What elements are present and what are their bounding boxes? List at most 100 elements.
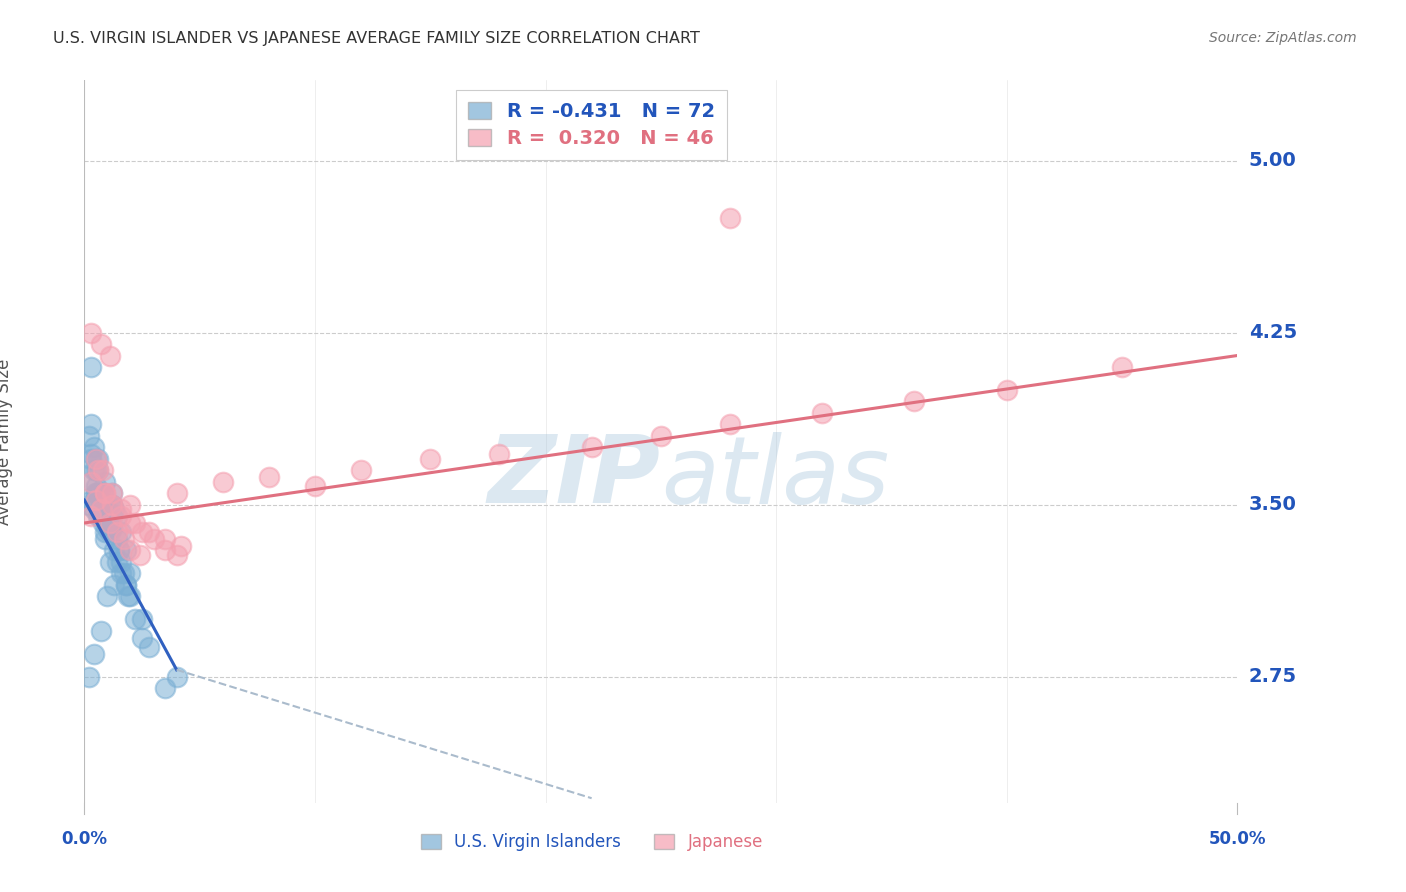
Text: Source: ZipAtlas.com: Source: ZipAtlas.com: [1209, 31, 1357, 45]
Point: [89, 337, 111, 351]
Point: [84, 463, 107, 477]
Point: [80, 451, 103, 466]
Point: [124, 516, 146, 530]
Point: [166, 670, 188, 684]
Point: [89, 493, 111, 508]
Point: [91, 516, 114, 530]
Point: [120, 543, 142, 558]
Point: [80, 475, 103, 489]
Point: [98, 516, 121, 530]
Point: [83, 502, 105, 516]
Point: [166, 486, 188, 500]
Text: 4.25: 4.25: [1249, 323, 1298, 343]
Text: atlas: atlas: [661, 432, 889, 523]
Point: [115, 543, 138, 558]
Point: [94, 509, 117, 524]
Point: [101, 486, 124, 500]
Point: [91, 486, 114, 500]
Point: [98, 555, 121, 569]
Point: [120, 590, 142, 604]
Point: [103, 543, 125, 558]
Point: [811, 406, 834, 420]
Point: [115, 578, 138, 592]
Point: [77, 670, 100, 684]
Point: [84, 486, 107, 500]
Point: [138, 525, 160, 540]
Point: [91, 463, 114, 477]
Point: [98, 520, 121, 534]
Point: [91, 486, 114, 500]
Point: [80, 417, 103, 432]
Point: [84, 451, 107, 466]
Point: [108, 543, 131, 558]
Point: [94, 475, 117, 489]
Point: [257, 470, 280, 484]
Point: [120, 566, 142, 581]
Point: [94, 525, 117, 540]
Point: [80, 509, 103, 524]
Point: [80, 447, 103, 461]
Point: [170, 539, 193, 553]
Point: [995, 383, 1018, 397]
Point: [83, 647, 105, 661]
Point: [650, 429, 672, 443]
Point: [94, 486, 117, 500]
Point: [96, 520, 118, 534]
Point: [84, 479, 107, 493]
Text: 2.75: 2.75: [1249, 667, 1296, 686]
Point: [110, 509, 132, 524]
Point: [89, 486, 111, 500]
Point: [101, 486, 124, 500]
Point: [101, 520, 124, 534]
Point: [87, 451, 110, 466]
Text: 3.50: 3.50: [1249, 495, 1296, 514]
Point: [153, 532, 176, 546]
Point: [120, 516, 142, 530]
Point: [581, 440, 603, 454]
Point: [131, 525, 153, 540]
Point: [87, 463, 110, 477]
Point: [83, 440, 105, 454]
Point: [115, 578, 138, 592]
Point: [105, 525, 128, 540]
Point: [105, 532, 128, 546]
Point: [120, 498, 142, 512]
Point: [128, 548, 150, 562]
Point: [488, 447, 510, 461]
Point: [80, 326, 103, 340]
Point: [87, 509, 110, 524]
Point: [105, 509, 128, 524]
Point: [80, 493, 103, 508]
Point: [903, 394, 925, 409]
Point: [110, 566, 132, 581]
Point: [112, 532, 135, 546]
Point: [94, 509, 117, 524]
Point: [94, 532, 117, 546]
Point: [1111, 359, 1133, 374]
Point: [98, 349, 121, 363]
Point: [89, 498, 111, 512]
Point: [718, 211, 741, 225]
Point: [84, 451, 107, 466]
Point: [84, 493, 107, 508]
Point: [77, 498, 100, 512]
Point: [89, 509, 111, 524]
Point: [89, 624, 111, 638]
Point: [105, 555, 128, 569]
Point: [87, 486, 110, 500]
Point: [96, 590, 118, 604]
Point: [419, 451, 441, 466]
Text: 0.0%: 0.0%: [62, 830, 107, 848]
Point: [153, 543, 176, 558]
Text: Average Family Size: Average Family Size: [0, 359, 13, 524]
Point: [80, 359, 103, 374]
Point: [84, 486, 107, 500]
Point: [101, 498, 124, 512]
Point: [110, 555, 132, 569]
Point: [138, 640, 160, 654]
Point: [101, 509, 124, 524]
Point: [77, 429, 100, 443]
Point: [87, 463, 110, 477]
Point: [103, 502, 125, 516]
Point: [142, 532, 165, 546]
